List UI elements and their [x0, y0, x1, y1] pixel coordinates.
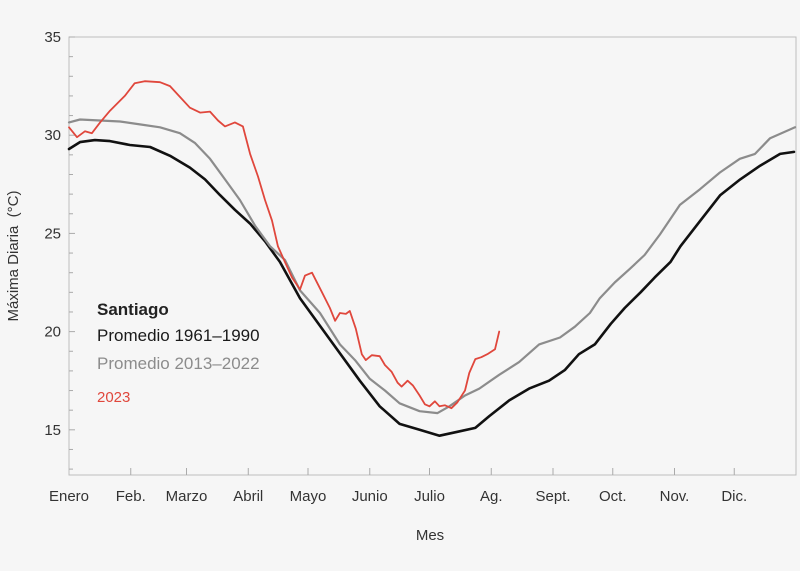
legend: Santiago Promedio 1961–1990 Promedio 201… — [97, 300, 260, 406]
legend-entry-2023: 2023 — [97, 389, 130, 406]
y-axis-label: Máxima Diaria (°C) — [5, 190, 22, 321]
series-line-promedio-1961-1990 — [67, 138, 796, 438]
x-axis: Enero Feb. Marzo Abril Mayo Junio Julio Ag. Sept… — [49, 468, 747, 505]
plot-area — [68, 36, 797, 476]
x-tick-label: Oct. — [599, 488, 627, 505]
x-tick-label: Abril — [233, 488, 263, 505]
x-tick-label: Marzo — [166, 488, 208, 505]
x-tick-label: Junio — [352, 488, 388, 505]
legend-title: Santiago — [97, 300, 169, 319]
x-tick-label: Enero — [49, 488, 89, 505]
y-tick-label: 20 — [44, 324, 61, 341]
legend-entry-1961-1990: Promedio 1961–1990 — [97, 326, 260, 345]
x-tick-label: Nov. — [660, 488, 690, 505]
x-tick-label: Feb. — [116, 488, 146, 505]
x-axis-label: Mes — [416, 527, 444, 544]
legend-entry-2013-2022: Promedio 2013–2022 — [97, 354, 260, 373]
y-tick-label: 35 — [44, 29, 61, 46]
y-tick-label: 15 — [44, 422, 61, 439]
series-line-2023 — [68, 80, 501, 410]
x-tick-label: Mayo — [290, 488, 327, 505]
x-tick-label: Julio — [414, 488, 445, 505]
series-layer — [67, 80, 797, 438]
series-line-promedio-2013-2022 — [67, 118, 797, 415]
x-tick-label: Ag. — [480, 488, 503, 505]
y-tick-label: 30 — [44, 127, 61, 144]
x-tick-label: Sept. — [535, 488, 570, 505]
x-tick-label: Dic. — [721, 488, 747, 505]
y-axis: 15 20 25 30 35 — [44, 29, 75, 470]
y-tick-label: 25 — [44, 225, 61, 242]
